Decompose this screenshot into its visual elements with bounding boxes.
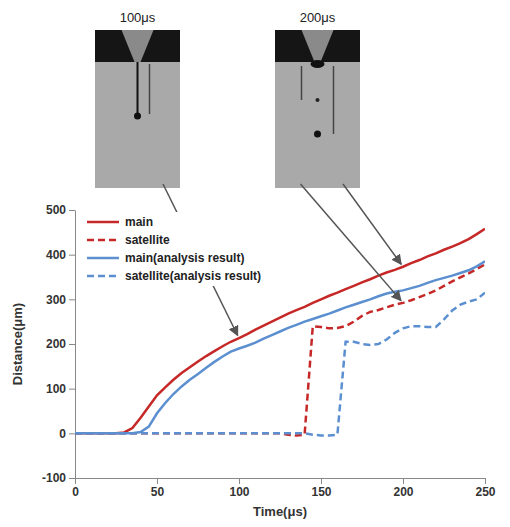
y-tick: 0 bbox=[59, 427, 75, 441]
inset-drop bbox=[134, 113, 141, 120]
x-tick: 0 bbox=[72, 478, 79, 499]
x-tick-mark bbox=[485, 478, 486, 484]
y-tick: -100 bbox=[42, 471, 75, 485]
y-tick-mark bbox=[69, 210, 75, 211]
legend-swatch bbox=[87, 221, 119, 224]
x-tick: 200 bbox=[393, 478, 413, 499]
y-tick-mark bbox=[69, 344, 75, 345]
y-tick: 300 bbox=[46, 293, 75, 307]
inset-nozzle-body bbox=[275, 30, 360, 62]
x-tick-label: 200 bbox=[393, 485, 413, 499]
annotations: 100μs 200μs bbox=[95, 10, 401, 336]
x-tick-label: 50 bbox=[151, 485, 165, 499]
y-tick-mark bbox=[69, 478, 75, 479]
x-tick-mark bbox=[239, 478, 240, 484]
x-tick: 50 bbox=[151, 478, 165, 499]
y-tick-mark bbox=[69, 389, 75, 390]
x-axis: 0 50 100 150 200 250 bbox=[72, 478, 496, 499]
y-tick: 400 bbox=[46, 248, 75, 262]
inset-meniscus bbox=[311, 60, 325, 68]
y-tick-label: 200 bbox=[46, 337, 66, 351]
x-tick-label: 100 bbox=[229, 485, 249, 499]
series-line bbox=[75, 264, 485, 435]
legend-swatch bbox=[87, 275, 119, 278]
series-line bbox=[75, 229, 485, 434]
x-tick-label: 150 bbox=[311, 485, 331, 499]
y-tick-label: 100 bbox=[46, 382, 66, 396]
legend-label: satellite bbox=[125, 233, 170, 247]
inset-measure bbox=[333, 66, 335, 134]
inset-drop bbox=[314, 131, 321, 138]
inset-ligament bbox=[137, 62, 139, 114]
inset-measure bbox=[301, 66, 303, 100]
x-tick-mark bbox=[75, 478, 76, 484]
inset-image bbox=[95, 30, 180, 188]
x-axis-line bbox=[76, 478, 486, 479]
y-tick-label: 400 bbox=[46, 248, 66, 262]
annotation-label: 100μs bbox=[120, 10, 156, 25]
legend: main satellite main(analysis result) satell… bbox=[83, 212, 265, 286]
inset-nozzle bbox=[122, 30, 154, 62]
legend-swatch bbox=[87, 257, 119, 260]
series-line bbox=[75, 261, 485, 433]
legend-swatch bbox=[87, 239, 119, 242]
inset-background bbox=[275, 30, 360, 188]
chart: 0 50 100 150 200 250 -100 0 100 200 300 400 500 Time(… bbox=[0, 0, 510, 527]
inset-nozzle bbox=[302, 30, 334, 62]
x-tick-label: 0 bbox=[72, 485, 79, 499]
inset-nozzle-body bbox=[95, 30, 180, 62]
x-tick-mark bbox=[321, 478, 322, 484]
annotation-arrow bbox=[301, 184, 402, 301]
inset-satellite bbox=[316, 98, 320, 102]
x-axis-title: Time(μs) bbox=[253, 504, 307, 519]
y-axis: -100 0 100 200 300 400 500 bbox=[42, 203, 76, 485]
x-tick: 100 bbox=[229, 478, 249, 499]
legend-label: main(analysis result) bbox=[125, 251, 244, 265]
y-axis-line bbox=[75, 211, 76, 479]
y-axis-title: Distance(μm) bbox=[10, 303, 25, 385]
annotation-arrow bbox=[343, 184, 401, 264]
x-tick-mark bbox=[403, 478, 404, 484]
y-tick-mark bbox=[69, 433, 75, 434]
x-tick-label: 250 bbox=[475, 485, 495, 499]
x-tick: 150 bbox=[311, 478, 331, 499]
y-tick: 500 bbox=[46, 203, 75, 217]
inset-background bbox=[95, 30, 180, 188]
x-tick-mark bbox=[157, 478, 158, 484]
inset-measure bbox=[149, 64, 151, 114]
y-tick-label: 500 bbox=[46, 203, 66, 217]
y-tick-label: -100 bbox=[42, 471, 66, 485]
x-tick: 250 bbox=[475, 478, 495, 499]
y-tick-label: 0 bbox=[59, 427, 66, 441]
y-tick-mark bbox=[69, 255, 75, 256]
y-tick-label: 300 bbox=[46, 293, 66, 307]
annotation-label: 200μs bbox=[300, 10, 336, 25]
legend-background bbox=[83, 212, 265, 286]
y-tick-mark bbox=[69, 299, 75, 300]
inset-image bbox=[275, 30, 360, 188]
y-tick: 100 bbox=[46, 382, 75, 396]
plot-lines bbox=[75, 229, 485, 436]
legend-label: main bbox=[125, 215, 153, 229]
legend-label: satellite(analysis result) bbox=[125, 269, 261, 283]
y-tick: 200 bbox=[46, 337, 75, 351]
series-line bbox=[75, 293, 485, 436]
